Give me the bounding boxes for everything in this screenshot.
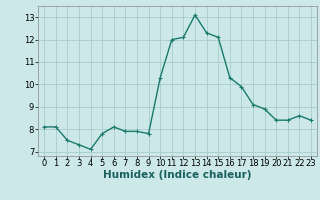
X-axis label: Humidex (Indice chaleur): Humidex (Indice chaleur) bbox=[103, 170, 252, 180]
